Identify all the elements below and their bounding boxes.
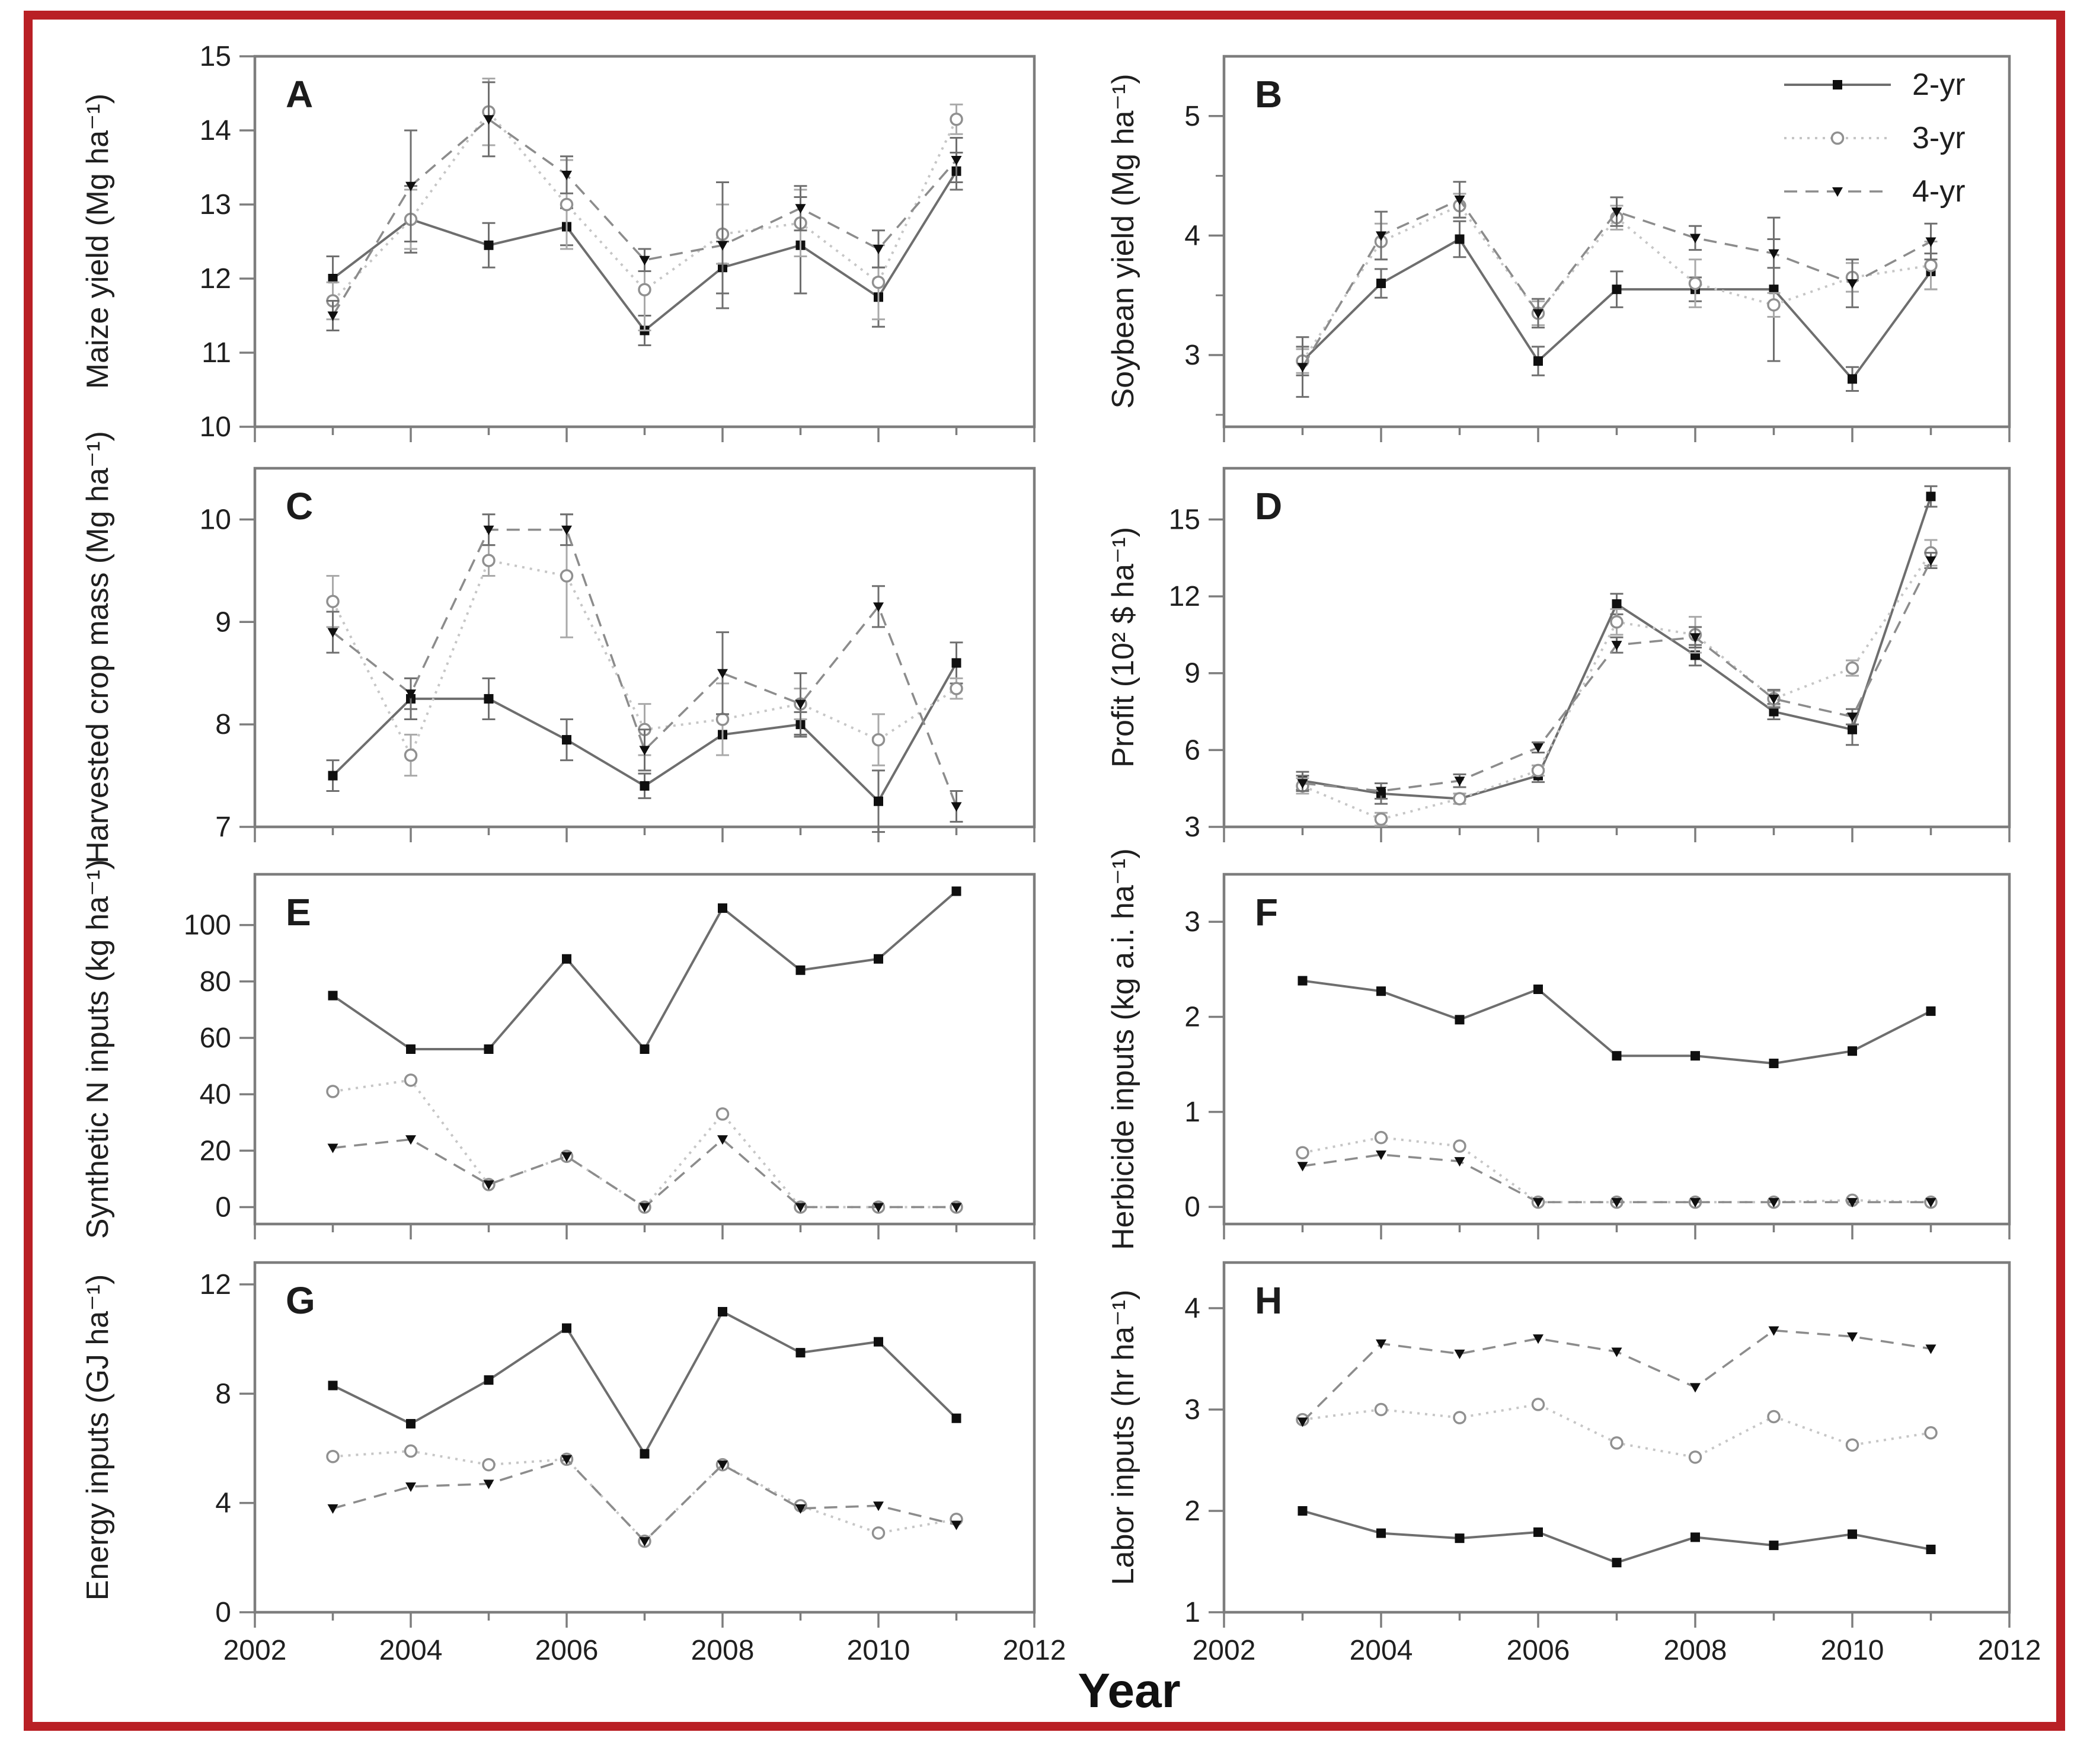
svg-text:20: 20 <box>200 1135 231 1167</box>
panel-e-series-2-yr <box>328 886 961 1054</box>
svg-text:4: 4 <box>215 1488 231 1519</box>
svg-text:2012: 2012 <box>1003 1635 1066 1666</box>
panel-g-series-3-yr <box>326 1444 963 1548</box>
svg-text:9: 9 <box>1184 658 1200 689</box>
panel-f-series-3-yr <box>1296 1130 1938 1209</box>
panel-b-plot: 3 4 5 2-yr 3-yr 4-yr <box>1184 55 2011 442</box>
svg-text:2006: 2006 <box>1507 1635 1570 1666</box>
panel-e-series-3-yr <box>326 1073 963 1214</box>
svg-text:2012: 2012 <box>1978 1635 2041 1666</box>
svg-text:60: 60 <box>200 1022 231 1054</box>
svg-text:5: 5 <box>1184 101 1200 132</box>
svg-text:8: 8 <box>215 709 231 740</box>
svg-text:14: 14 <box>200 115 231 146</box>
svg-text:3-yr: 3-yr <box>1912 121 1966 155</box>
svg-text:0: 0 <box>215 1597 231 1628</box>
svg-text:6: 6 <box>1184 734 1200 766</box>
panel-g-series-2-yr <box>328 1306 961 1459</box>
svg-text:10: 10 <box>200 504 231 535</box>
panel-g-y-axis-label: Energy inputs (GJ ha⁻¹) <box>81 1274 115 1601</box>
svg-text:2010: 2010 <box>847 1635 910 1666</box>
svg-text:2008: 2008 <box>691 1635 755 1666</box>
svg-text:100: 100 <box>184 910 231 941</box>
panel-c-letter: C <box>286 485 314 528</box>
red-border-frame <box>24 11 2065 1731</box>
svg-text:4: 4 <box>1184 1293 1200 1324</box>
svg-text:3: 3 <box>1184 1394 1200 1426</box>
panel-e-plot: 0 20 40 60 80 100 <box>184 873 1036 1239</box>
svg-text:4: 4 <box>1184 220 1200 251</box>
svg-text:7: 7 <box>215 811 231 843</box>
svg-text:40: 40 <box>200 1079 231 1110</box>
svg-text:13: 13 <box>200 189 231 220</box>
panel-h-plot: 2002 2004 2006 2008 2010 2012 1 2 3 4 <box>1184 1261 2041 1666</box>
svg-text:9: 9 <box>215 606 231 638</box>
svg-text:2-yr: 2-yr <box>1912 68 1966 102</box>
panel-d-y-axis-label: Profit (10² $ ha⁻¹) <box>1106 526 1140 768</box>
svg-text:3: 3 <box>1184 811 1200 843</box>
svg-text:12: 12 <box>200 263 231 295</box>
svg-text:4-yr: 4-yr <box>1912 174 1966 209</box>
panel-h-series-2-yr <box>1298 1506 1936 1568</box>
svg-text:2002: 2002 <box>223 1635 287 1666</box>
panel-e-series-4-yr <box>327 1135 962 1213</box>
svg-text:15: 15 <box>200 41 231 72</box>
panel-e-y-axis-label: Synthetic N inputs (kg ha⁻¹) <box>81 859 115 1239</box>
panel-d-letter: D <box>1255 485 1283 528</box>
svg-text:0: 0 <box>215 1191 231 1223</box>
panel-h-y-axis-label: Labor inputs (hr ha⁻¹) <box>1106 1289 1140 1586</box>
svg-text:10: 10 <box>200 411 231 443</box>
svg-text:12: 12 <box>200 1269 231 1300</box>
panel-h-series-4-yr <box>1297 1326 1936 1427</box>
panel-a-series-3-yr <box>326 78 963 331</box>
panel-c-y-axis-label: Harvested crop mass (Mg ha⁻¹) <box>81 431 115 864</box>
panel-e-letter: E <box>286 891 312 934</box>
x-axis-title: Year <box>1078 1664 1181 1718</box>
panel-c-series-4-yr <box>326 513 963 823</box>
panel-g-letter: G <box>286 1279 316 1322</box>
panel-f-plot: 0 1 2 3 <box>1184 873 2011 1239</box>
panel-f-series-2-yr <box>1298 976 1936 1069</box>
panel-a-plot: 10 11 12 13 14 15 <box>200 41 1036 443</box>
panel-a-letter: A <box>286 73 314 116</box>
svg-text:2002: 2002 <box>1193 1635 1256 1666</box>
svg-text:1: 1 <box>1184 1597 1200 1628</box>
panel-f-series-4-yr <box>1297 1150 1936 1208</box>
svg-text:2: 2 <box>1184 1001 1200 1033</box>
panel-d-series-4-yr <box>1296 552 1938 800</box>
svg-text:2010: 2010 <box>1821 1635 1884 1666</box>
panel-b-series-2-yr <box>1296 216 1938 392</box>
panel-b-series-4-yr <box>1296 181 1938 398</box>
svg-text:2004: 2004 <box>1350 1635 1413 1666</box>
panel-d-series-3-yr <box>1296 539 1938 827</box>
panel-d-plot: 3 6 9 12 15 <box>1169 466 2011 843</box>
svg-text:8: 8 <box>215 1378 231 1410</box>
panel-a-series-4-yr <box>326 81 963 331</box>
panel-b-y-axis-label: Soybean yield (Mg ha⁻¹) <box>1106 74 1140 409</box>
panel-g-plot: 2002 2004 2006 2008 2010 2012 0 4 8 12 <box>200 1261 1066 1666</box>
panel-f-y-axis-label: Herbicide inputs (kg a.i. ha⁻¹) <box>1106 848 1140 1250</box>
panel-g-series-4-yr <box>327 1455 962 1547</box>
svg-text:2008: 2008 <box>1664 1635 1727 1666</box>
svg-text:80: 80 <box>200 966 231 998</box>
svg-text:2: 2 <box>1184 1495 1200 1527</box>
svg-text:2004: 2004 <box>379 1635 443 1666</box>
panel-b-letter: B <box>1255 73 1283 116</box>
svg-text:15: 15 <box>1169 504 1200 535</box>
panel-h-series-3-yr <box>1296 1398 1938 1464</box>
svg-text:12: 12 <box>1169 581 1200 612</box>
panel-c-plot: 7 8 9 10 <box>200 466 1036 843</box>
chart-legend: 2-yr 3-yr 4-yr <box>1784 68 1966 209</box>
svg-text:1: 1 <box>1184 1097 1200 1128</box>
panel-a-y-axis-label: Maize yield (Mg ha⁻¹) <box>81 93 115 389</box>
svg-text:2006: 2006 <box>535 1635 599 1666</box>
panel-f-letter: F <box>1255 891 1279 934</box>
svg-text:11: 11 <box>202 337 231 369</box>
svg-text:3: 3 <box>1184 906 1200 938</box>
panel-h-letter: H <box>1255 1279 1283 1322</box>
svg-text:3: 3 <box>1184 340 1200 371</box>
svg-text:0: 0 <box>1184 1191 1200 1223</box>
